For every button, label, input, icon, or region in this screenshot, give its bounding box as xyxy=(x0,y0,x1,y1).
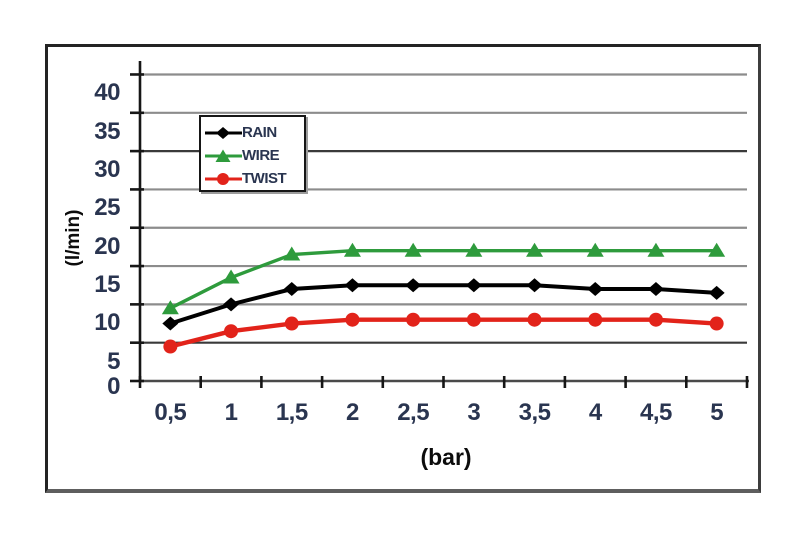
y-tick-label: 25 xyxy=(94,194,120,222)
x-tick-label: 1,5 xyxy=(275,399,308,426)
legend-item-rain: RAIN xyxy=(201,121,304,144)
y-tick-label: 35 xyxy=(94,117,120,145)
x-tick-label: 2,5 xyxy=(397,399,430,426)
x-tick-label: 0,5 xyxy=(154,399,187,426)
y-tick-label: 40 xyxy=(94,79,120,107)
x-tick-label: 3 xyxy=(467,399,481,426)
y-tick-label: 20 xyxy=(94,232,120,260)
chart-frame xyxy=(45,44,761,493)
legend-label: RAIN xyxy=(242,124,277,141)
y-tick-label: 10 xyxy=(94,309,120,337)
x-tick-label: 4 xyxy=(588,399,602,426)
legend-item-twist: TWIST xyxy=(201,167,304,190)
series-markers-wire xyxy=(161,242,726,315)
y-tick-label: 30 xyxy=(94,156,120,184)
series-line-twist xyxy=(169,317,717,349)
x-tick-label: 3,5 xyxy=(518,399,551,426)
series-markers-rain xyxy=(162,278,725,331)
y-tick-label: 15 xyxy=(94,271,120,299)
y-tick-label: 5 xyxy=(107,347,120,375)
x-axis-title: (bar) xyxy=(420,444,472,470)
series-line-rain xyxy=(169,283,717,326)
legend: RAIN WIRE TWIST xyxy=(199,115,306,192)
legend-triangle-marker-icon xyxy=(205,149,242,162)
x-tick-label: 5 xyxy=(710,399,724,426)
legend-circle-marker-icon xyxy=(205,172,242,185)
legend-item-wire: WIRE xyxy=(201,144,304,167)
y-axis-title: (l/min) xyxy=(63,209,84,267)
series-line-wire xyxy=(169,249,717,310)
series-markers-twist xyxy=(163,312,724,354)
legend-label: WIRE xyxy=(242,147,280,164)
legend-diamond-marker-icon xyxy=(205,126,242,139)
legend-label: TWIST xyxy=(242,170,287,187)
y-tick-label: 0 xyxy=(107,373,120,400)
x-tick-label: 2 xyxy=(346,399,359,426)
x-tick-label: 1 xyxy=(224,399,238,426)
x-tick-label: 4,5 xyxy=(640,399,672,426)
